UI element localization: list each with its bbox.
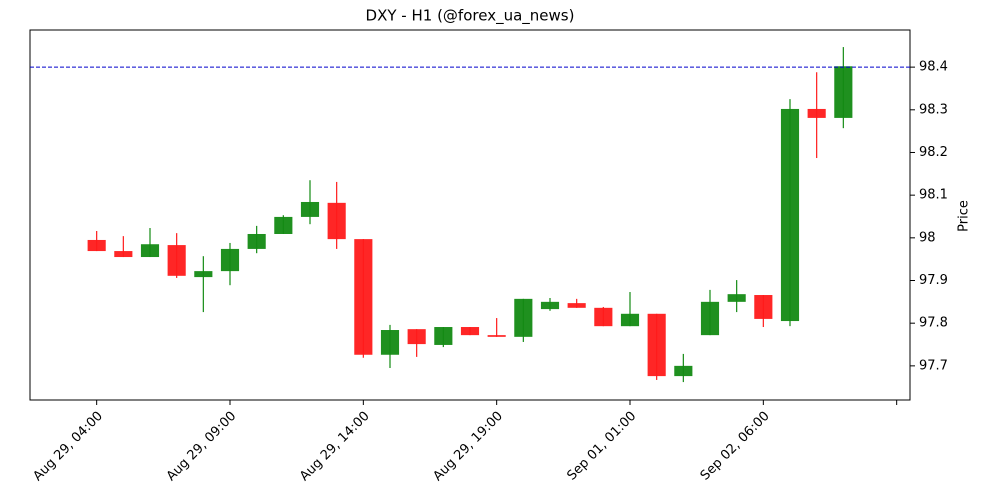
y-tick-label: 97.7	[919, 358, 948, 373]
y-tick-label: 97.8	[919, 316, 948, 331]
candle-body	[514, 298, 533, 337]
x-tick-label: Aug 29, 19:00	[430, 409, 506, 485]
candle-body	[674, 365, 693, 377]
y-axis-label: Price	[957, 200, 972, 232]
candle-body	[754, 295, 773, 319]
x-tick-label: Sep 02, 06:00	[698, 409, 773, 484]
y-tick-label: 98	[919, 230, 936, 245]
chart-title: DXY - H1 (@forex_ua_news)	[366, 7, 575, 26]
candle-body	[220, 248, 240, 272]
candle-body	[194, 271, 213, 278]
candle-body	[780, 108, 800, 322]
candle-body	[274, 216, 293, 234]
candle-body	[354, 239, 373, 355]
candle-body	[247, 233, 266, 249]
candle-body	[727, 294, 746, 302]
x-tick-label: Aug 29, 14:00	[297, 409, 373, 485]
candle-body	[114, 251, 133, 258]
candle-body	[140, 244, 160, 258]
candle-body	[87, 239, 106, 252]
y-tick-label: 98.3	[919, 102, 948, 117]
candle-body	[380, 330, 400, 355]
candle-body	[434, 327, 453, 345]
candle-body	[327, 202, 346, 240]
candle-body	[620, 313, 640, 327]
candle-body	[594, 307, 613, 327]
candle-body	[647, 313, 666, 377]
y-tick-label: 98.1	[919, 188, 948, 203]
candle-body	[407, 329, 426, 345]
candle-body	[487, 335, 506, 337]
candle-body	[167, 245, 186, 276]
x-tick-label: Aug 29, 09:00	[164, 409, 240, 485]
y-tick-label: 98.4	[919, 60, 948, 75]
candle-body	[834, 66, 853, 118]
candle-body	[300, 201, 320, 217]
candle-body	[700, 301, 720, 336]
candle-body	[567, 303, 586, 308]
candle-body	[807, 108, 826, 118]
x-tick-label: Aug 29, 04:00	[30, 409, 106, 485]
plot-frame	[29, 29, 911, 401]
y-tick-label: 97.9	[919, 273, 948, 288]
candle-body	[460, 327, 480, 336]
candle-body	[540, 301, 560, 310]
x-tick-label: Sep 01, 01:00	[564, 409, 639, 484]
y-tick-label: 98.2	[919, 145, 948, 160]
